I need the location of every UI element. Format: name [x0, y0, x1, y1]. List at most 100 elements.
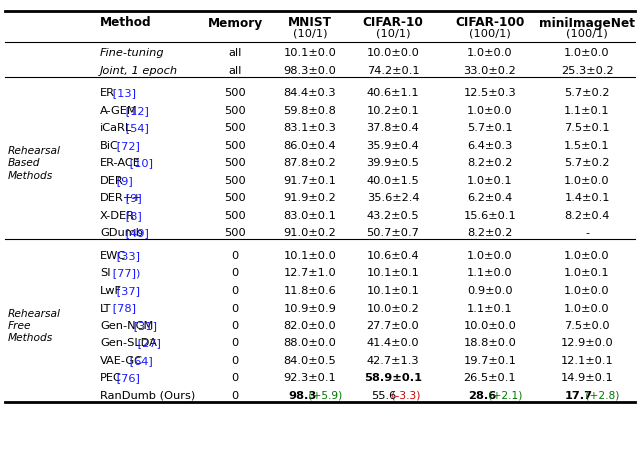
Text: MNIST: MNIST	[288, 17, 332, 29]
Text: 15.6±0.1: 15.6±0.1	[463, 210, 516, 220]
Text: 59.8±0.8: 59.8±0.8	[284, 106, 337, 116]
Text: 1.0±0.0: 1.0±0.0	[467, 251, 513, 260]
Text: 1.0±0.0: 1.0±0.0	[564, 48, 610, 58]
Text: 26.5±0.1: 26.5±0.1	[464, 373, 516, 383]
Text: CIFAR-10: CIFAR-10	[363, 17, 424, 29]
Text: 1.0±0.0: 1.0±0.0	[564, 303, 610, 313]
Text: DER++: DER++	[100, 193, 143, 203]
Text: 8.2±0.2: 8.2±0.2	[467, 228, 513, 238]
Text: 500: 500	[224, 88, 246, 98]
Text: (100/1): (100/1)	[566, 28, 608, 38]
Text: 12.5±0.3: 12.5±0.3	[463, 88, 516, 98]
Text: 0: 0	[232, 303, 239, 313]
Text: 0: 0	[232, 251, 239, 260]
Text: SI: SI	[100, 268, 111, 278]
Text: Fine-tuning: Fine-tuning	[100, 48, 164, 58]
Text: 10.2±0.1: 10.2±0.1	[367, 106, 419, 116]
Text: 88.0±0.0: 88.0±0.0	[284, 338, 337, 348]
Text: 43.2±0.5: 43.2±0.5	[367, 210, 419, 220]
Text: EWC: EWC	[100, 251, 126, 260]
Text: 8.2±0.2: 8.2±0.2	[467, 158, 513, 168]
Text: 1.0±0.0: 1.0±0.0	[564, 175, 610, 185]
Text: 1.0±0.1: 1.0±0.1	[564, 268, 610, 278]
Text: ER-ACE: ER-ACE	[100, 158, 141, 168]
Text: 50.7±0.7: 50.7±0.7	[367, 228, 419, 238]
Text: 0: 0	[232, 285, 239, 295]
Text: 500: 500	[224, 175, 246, 185]
Text: [33]: [33]	[113, 251, 140, 260]
Text: LwF: LwF	[100, 285, 122, 295]
Text: all: all	[228, 48, 242, 58]
Text: CIFAR-100: CIFAR-100	[455, 17, 525, 29]
Text: 10.6±0.4: 10.6±0.4	[367, 251, 419, 260]
Text: [27]: [27]	[134, 338, 161, 348]
Text: 5.7±0.2: 5.7±0.2	[564, 88, 610, 98]
Text: iCaRL: iCaRL	[100, 123, 132, 133]
Text: Joint, 1 epoch: Joint, 1 epoch	[100, 65, 178, 75]
Text: Rehearsal
Free
Methods: Rehearsal Free Methods	[8, 308, 61, 343]
Text: [78]: [78]	[109, 303, 136, 313]
Text: LT: LT	[100, 303, 111, 313]
Text: 10.0±0.0: 10.0±0.0	[463, 320, 516, 330]
Text: 1.5±0.1: 1.5±0.1	[564, 140, 610, 151]
Text: A-GEM: A-GEM	[100, 106, 138, 116]
Text: Gen-SLDA: Gen-SLDA	[100, 338, 157, 348]
Text: 42.7±1.3: 42.7±1.3	[367, 355, 419, 365]
Text: 0: 0	[232, 320, 239, 330]
Text: (+2.1): (+2.1)	[485, 390, 523, 400]
Text: 35.9±0.4: 35.9±0.4	[367, 140, 419, 151]
Text: Memory: Memory	[207, 17, 262, 29]
Text: VAE-GC: VAE-GC	[100, 355, 143, 365]
Text: 0: 0	[232, 338, 239, 348]
Text: Rehearsal
Based
Methods: Rehearsal Based Methods	[8, 146, 61, 180]
Text: 10.0±0.0: 10.0±0.0	[367, 48, 419, 58]
Text: 84.0±0.5: 84.0±0.5	[284, 355, 337, 365]
Text: 1.0±0.0: 1.0±0.0	[467, 106, 513, 116]
Text: 10.1±0.1: 10.1±0.1	[367, 268, 419, 278]
Text: 41.4±0.0: 41.4±0.0	[367, 338, 419, 348]
Text: 500: 500	[224, 106, 246, 116]
Text: [9]: [9]	[122, 193, 141, 203]
Text: 25.3±0.2: 25.3±0.2	[561, 65, 613, 75]
Text: DER: DER	[100, 175, 124, 185]
Text: 19.7±0.1: 19.7±0.1	[463, 355, 516, 365]
Text: [54]: [54]	[122, 123, 148, 133]
Text: GDumb: GDumb	[100, 228, 143, 238]
Text: 33.0±0.2: 33.0±0.2	[463, 65, 516, 75]
Text: 0.9±0.0: 0.9±0.0	[467, 285, 513, 295]
Text: [49]: [49]	[122, 228, 148, 238]
Text: 5.7±0.1: 5.7±0.1	[467, 123, 513, 133]
Text: ER: ER	[100, 88, 115, 98]
Text: 58.9±0.1: 58.9±0.1	[364, 373, 422, 383]
Text: miniImageNet: miniImageNet	[539, 17, 635, 29]
Text: (+5.9): (+5.9)	[305, 390, 342, 400]
Text: 1.0±0.0: 1.0±0.0	[564, 251, 610, 260]
Text: 0: 0	[232, 390, 239, 400]
Text: 7.5±0.1: 7.5±0.1	[564, 123, 610, 133]
Text: 74.2±0.1: 74.2±0.1	[367, 65, 419, 75]
Text: 86.0±0.4: 86.0±0.4	[284, 140, 336, 151]
Text: [9]: [9]	[113, 175, 132, 185]
Text: 98.3±0.0: 98.3±0.0	[284, 65, 337, 75]
Text: 91.9±0.2: 91.9±0.2	[284, 193, 337, 203]
Text: [37]: [37]	[113, 285, 140, 295]
Text: -: -	[585, 228, 589, 238]
Text: 87.8±0.2: 87.8±0.2	[284, 158, 337, 168]
Text: 7.5±0.0: 7.5±0.0	[564, 320, 610, 330]
Text: all: all	[228, 65, 242, 75]
Text: 500: 500	[224, 228, 246, 238]
Text: Method: Method	[100, 17, 152, 29]
Text: 37.8±0.4: 37.8±0.4	[367, 123, 419, 133]
Text: (10/1): (10/1)	[292, 28, 327, 38]
Text: 6.4±0.3: 6.4±0.3	[467, 140, 513, 151]
Text: 0: 0	[232, 373, 239, 383]
Text: 1.0±0.0: 1.0±0.0	[564, 285, 610, 295]
Text: X-DER: X-DER	[100, 210, 135, 220]
Text: 28.6: 28.6	[468, 390, 497, 400]
Text: 55.6: 55.6	[371, 390, 396, 400]
Text: 40.0±1.5: 40.0±1.5	[367, 175, 419, 185]
Text: (100/1): (100/1)	[469, 28, 511, 38]
Text: 83.1±0.3: 83.1±0.3	[284, 123, 337, 133]
Text: (-3.3): (-3.3)	[388, 390, 420, 400]
Text: 12.1±0.1: 12.1±0.1	[561, 355, 613, 365]
